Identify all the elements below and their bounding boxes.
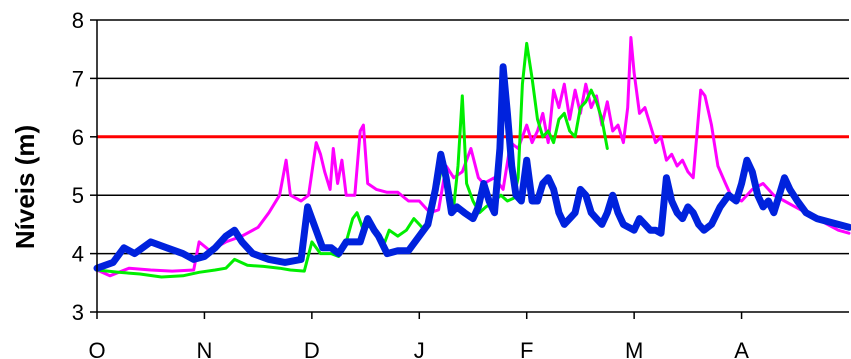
y-tick-label-8: 8 [72,8,84,33]
x-tick-label-M: M [625,338,643,359]
x-tick-label-D: D [304,338,320,359]
series-lines [93,36,851,279]
y-tick-label-6: 6 [72,125,84,150]
tick-labels: 3 4 5 6 7 8 O N D J F M A [72,8,749,359]
y-tick-label-7: 7 [72,66,84,91]
x-tick-label-F: F [520,338,533,359]
y-tick-label-4: 4 [72,242,84,267]
x-tick-label-A: A [734,338,749,359]
y-axis-title: Níveis (m) [10,125,40,249]
series-line-3 [93,63,851,272]
axes [90,19,849,319]
y-tick-label-3: 3 [72,300,84,325]
series-line-1 [95,36,851,278]
x-tick-label-O: O [88,338,105,359]
y-tick-label-5: 5 [72,183,84,208]
x-tick-label-J: J [414,338,425,359]
x-tick-label-N: N [196,338,212,359]
